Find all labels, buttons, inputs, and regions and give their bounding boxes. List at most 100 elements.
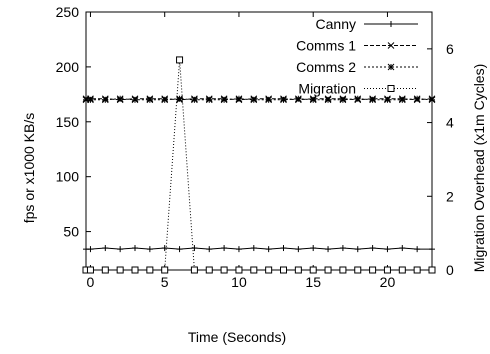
marker-stroke	[191, 96, 198, 104]
data-point	[413, 95, 421, 103]
y2-tick-label: 6	[446, 41, 454, 57]
x-axis-label: Time (Seconds)	[188, 329, 286, 345]
marker-stroke	[428, 96, 436, 104]
marker-stroke	[220, 266, 228, 274]
marker-stroke	[161, 266, 169, 274]
data-point	[339, 245, 346, 252]
legend-marker	[387, 85, 395, 92]
data-point	[325, 246, 332, 253]
legend-item: Canny	[316, 16, 418, 32]
data-point	[205, 96, 213, 104]
marker-stroke	[190, 266, 198, 274]
marker-stroke	[265, 96, 273, 104]
y2-tick-label: 0	[446, 262, 454, 278]
marker-stroke	[176, 56, 184, 64]
data-point	[339, 96, 347, 104]
y-tick-label: 250	[56, 4, 80, 20]
data-point	[117, 246, 124, 253]
data-point	[265, 266, 273, 274]
data-point	[206, 246, 213, 253]
series-layer	[82, 56, 436, 274]
data-point	[339, 266, 347, 274]
y-tick-label: 100	[56, 169, 80, 185]
plot-border	[85, 11, 433, 271]
marker-stroke	[205, 96, 213, 104]
marker-stroke	[339, 266, 347, 274]
x-tick-label: 15	[305, 274, 321, 290]
data-point	[176, 56, 184, 64]
data-point	[324, 96, 332, 104]
data-point	[399, 245, 406, 252]
data-point	[161, 96, 169, 104]
series-migration	[82, 56, 436, 274]
marker-stroke	[294, 95, 302, 103]
marker-stroke	[369, 266, 377, 274]
marker-stroke	[280, 266, 288, 274]
data-point	[280, 266, 288, 274]
y2-axis-label: Migration Overhead (x1m Cycles)	[471, 64, 487, 273]
data-point	[191, 96, 198, 104]
data-point	[161, 245, 168, 252]
plot-frame	[85, 11, 433, 271]
data-point	[250, 245, 257, 252]
data-point	[86, 266, 94, 274]
data-point	[429, 246, 435, 253]
marker-stroke	[324, 96, 332, 104]
data-point	[384, 96, 391, 104]
legend-marker	[387, 63, 395, 71]
data-point	[354, 246, 361, 253]
data-point	[176, 95, 183, 103]
marker-stroke	[383, 266, 391, 274]
data-point	[116, 266, 124, 274]
marker-stroke	[87, 96, 94, 104]
marker-stroke	[131, 96, 139, 104]
data-point	[369, 245, 376, 252]
data-point	[428, 96, 436, 104]
legend-label: Comms 1	[296, 38, 356, 54]
y-axis-label: fps or x1000 KB/s	[21, 113, 37, 224]
marker-stroke	[294, 266, 302, 274]
data-point	[413, 266, 421, 274]
data-point	[250, 96, 258, 104]
data-point	[354, 266, 362, 274]
data-point	[295, 246, 302, 253]
marker-stroke	[131, 266, 139, 274]
data-point	[369, 266, 377, 274]
data-point	[369, 96, 376, 104]
y2-tick-label: 4	[446, 115, 454, 131]
marker-stroke	[146, 96, 154, 104]
data-point	[102, 245, 109, 252]
data-point	[146, 266, 154, 274]
data-point	[131, 266, 139, 274]
data-point	[294, 266, 302, 274]
marker-stroke	[176, 95, 183, 103]
marker-stroke	[354, 266, 362, 274]
marker-stroke	[146, 266, 154, 274]
marker-stroke	[205, 266, 213, 274]
data-point	[280, 245, 287, 252]
data-point	[190, 266, 198, 274]
x-tick-label: 5	[161, 274, 169, 290]
marker-stroke	[220, 96, 228, 104]
marker-stroke	[413, 95, 421, 103]
y-tick-label: 50	[63, 224, 79, 240]
x-tick-label: 10	[231, 274, 247, 290]
data-point	[235, 95, 243, 103]
legend-marker	[387, 42, 395, 49]
legend-label: Comms 2	[296, 59, 356, 75]
marker-stroke	[280, 96, 287, 104]
data-point	[398, 266, 406, 274]
data-point	[324, 266, 332, 274]
marker-stroke	[387, 63, 395, 71]
data-point	[265, 96, 273, 104]
marker-stroke	[387, 85, 395, 92]
y-tick-label: 150	[56, 114, 80, 130]
data-point	[294, 95, 302, 103]
marker-stroke	[398, 266, 406, 274]
legend: Canny Comms 1 Comms 2 Migration	[296, 16, 418, 97]
data-point	[116, 95, 124, 103]
data-point	[146, 96, 154, 104]
marker-stroke	[387, 42, 395, 49]
data-point	[220, 96, 228, 104]
marker-stroke	[339, 96, 347, 104]
